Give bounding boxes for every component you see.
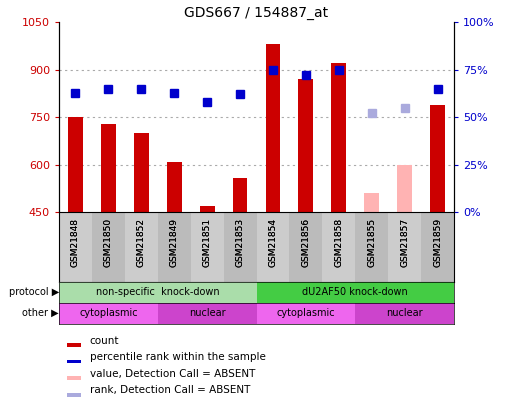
Text: GSM21859: GSM21859 — [433, 218, 442, 267]
Text: value, Detection Call = ABSENT: value, Detection Call = ABSENT — [90, 369, 255, 379]
Text: GSM21857: GSM21857 — [400, 218, 409, 267]
Text: percentile rank within the sample: percentile rank within the sample — [90, 352, 266, 362]
Bar — [158, 212, 191, 282]
Text: cytoplasmic: cytoplasmic — [79, 308, 137, 318]
Text: GSM21852: GSM21852 — [137, 218, 146, 267]
Bar — [322, 212, 355, 282]
Bar — [68, 117, 83, 212]
Text: GSM21852: GSM21852 — [137, 218, 146, 267]
Bar — [224, 212, 256, 282]
Text: GSM21851: GSM21851 — [203, 218, 212, 267]
Text: GSM21849: GSM21849 — [170, 218, 179, 267]
Text: GSM21855: GSM21855 — [367, 218, 376, 267]
Text: rank, Detection Call = ABSENT: rank, Detection Call = ABSENT — [90, 386, 250, 395]
Text: nuclear: nuclear — [189, 308, 225, 318]
Bar — [59, 282, 256, 303]
Bar — [397, 165, 412, 212]
Bar — [134, 133, 149, 212]
Bar — [421, 212, 454, 282]
Bar — [191, 212, 224, 282]
Text: protocol ▶: protocol ▶ — [9, 288, 59, 298]
Bar — [125, 212, 158, 282]
Text: GSM21858: GSM21858 — [334, 218, 343, 267]
Bar — [331, 63, 346, 212]
Bar — [289, 212, 322, 282]
Text: GSM21851: GSM21851 — [203, 218, 212, 267]
Text: cytoplasmic: cytoplasmic — [277, 308, 335, 318]
Text: GSM21853: GSM21853 — [235, 218, 245, 267]
Text: non-specific  knock-down: non-specific knock-down — [96, 288, 220, 298]
Bar — [101, 124, 116, 212]
Bar — [59, 212, 92, 282]
Bar — [67, 343, 81, 347]
Bar — [430, 104, 445, 212]
Bar — [59, 303, 158, 324]
Bar — [167, 162, 182, 212]
Text: GSM21854: GSM21854 — [268, 218, 278, 267]
Bar — [355, 303, 454, 324]
Text: GSM21858: GSM21858 — [334, 218, 343, 267]
Bar — [200, 206, 214, 212]
Text: GSM21859: GSM21859 — [433, 218, 442, 267]
Text: nuclear: nuclear — [386, 308, 423, 318]
Bar — [67, 376, 81, 380]
Title: GDS667 / 154887_at: GDS667 / 154887_at — [185, 6, 328, 20]
Bar — [299, 79, 313, 212]
Text: GSM21849: GSM21849 — [170, 218, 179, 267]
Bar — [256, 282, 454, 303]
Bar — [388, 212, 421, 282]
Text: GSM21856: GSM21856 — [301, 218, 310, 267]
Text: dU2AF50 knock-down: dU2AF50 knock-down — [302, 288, 408, 298]
Text: GSM21850: GSM21850 — [104, 218, 113, 267]
Text: count: count — [90, 336, 120, 345]
Bar — [256, 303, 355, 324]
Bar — [364, 193, 379, 212]
Text: GSM21857: GSM21857 — [400, 218, 409, 267]
Bar — [266, 44, 281, 212]
Text: GSM21850: GSM21850 — [104, 218, 113, 267]
Bar — [67, 360, 81, 363]
Bar — [355, 212, 388, 282]
Text: GSM21856: GSM21856 — [301, 218, 310, 267]
Bar — [67, 393, 81, 396]
Bar — [232, 177, 247, 212]
Bar — [92, 212, 125, 282]
Text: GSM21855: GSM21855 — [367, 218, 376, 267]
Text: other ▶: other ▶ — [23, 308, 59, 318]
Text: GSM21848: GSM21848 — [71, 218, 80, 267]
Text: GSM21853: GSM21853 — [235, 218, 245, 267]
Text: GSM21848: GSM21848 — [71, 218, 80, 267]
Bar — [256, 212, 289, 282]
Text: GSM21854: GSM21854 — [268, 218, 278, 267]
Bar — [158, 303, 256, 324]
